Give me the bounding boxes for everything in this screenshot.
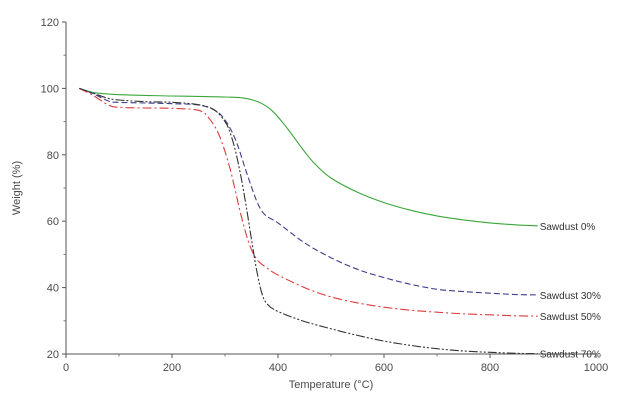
axis-ticks: 0 200 400 600 800 1000 20 40 60 80 100 120 — [41, 17, 609, 374]
y-tick-label: 120 — [41, 17, 59, 29]
y-tick-label: 20 — [47, 349, 59, 361]
x-tick-label: 800 — [481, 362, 499, 374]
series-label-2: Sawdust 30% — [540, 291, 601, 302]
y-tick-label: 100 — [41, 83, 59, 95]
y-tick-label: 40 — [47, 283, 59, 295]
series-line-4 — [79, 87, 538, 355]
series-layer — [79, 87, 538, 355]
axes — [65, 22, 596, 355]
series-label-4: Sawdust 70% — [540, 350, 601, 361]
y-tick-label: 80 — [47, 150, 59, 162]
series-labels: Sawdust 0% Sawdust 30% Sawdust 50% Sawdust … — [540, 222, 601, 361]
y-axis-label: Weight (%) — [11, 161, 23, 215]
y-tick-label: 60 — [47, 216, 59, 228]
x-tick-label: 1000 — [584, 362, 608, 374]
x-tick-label: 400 — [269, 362, 287, 374]
x-tick-label: 0 — [63, 362, 69, 374]
series-label-1: Sawdust 0% — [540, 222, 596, 233]
series-line-1 — [79, 87, 538, 227]
series-line-3 — [79, 87, 538, 317]
x-tick-label: 200 — [163, 362, 181, 374]
x-axis-label: Temperature (°C) — [289, 379, 373, 391]
series-label-3: Sawdust 50% — [540, 312, 601, 323]
x-tick-label: 600 — [375, 362, 393, 374]
series-line-2 — [79, 87, 538, 296]
